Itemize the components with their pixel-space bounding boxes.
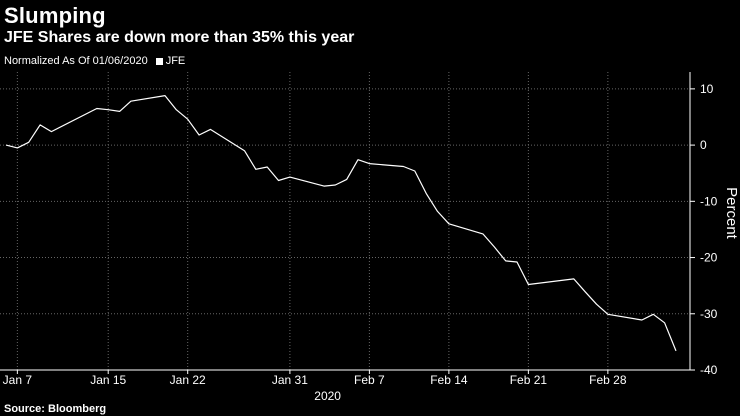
series xyxy=(5,95,677,352)
y-tick-label: -30 xyxy=(700,307,718,321)
y-tick-label: 10 xyxy=(700,82,714,96)
x-tick-label: Feb 21 xyxy=(510,373,548,387)
y-tick-label: -10 xyxy=(700,194,718,208)
legend-label: JFE xyxy=(165,55,186,67)
normalized-note: Normalized As Of 01/06/2020 xyxy=(4,55,148,67)
axes: 10 0 -10 -20 -30 -40 Jan 7 Jan 15 Jan 22 Jan 31 Fe… xyxy=(0,72,718,387)
series-line-jfe xyxy=(5,95,677,352)
x-tick-label: Feb 7 xyxy=(354,373,385,387)
y-axis-label: Percent xyxy=(723,187,740,240)
x-tick-label: Jan 31 xyxy=(272,373,308,387)
x-axis-year-label: 2020 xyxy=(314,389,341,403)
y-tick-label: -20 xyxy=(700,251,718,265)
chart-subtitle: JFE Shares are down more than 35% this y… xyxy=(4,29,355,46)
y-tick-label: -40 xyxy=(700,363,718,377)
legend-swatch xyxy=(155,57,163,65)
x-tick-label: Jan 15 xyxy=(90,373,126,387)
legend: Normalized As Of 01/06/2020 JFE xyxy=(4,55,185,67)
source-note: Source: Bloomberg xyxy=(4,403,107,415)
x-tick-label: Feb 28 xyxy=(589,373,627,387)
chart-title: Slumping xyxy=(4,3,106,28)
grid xyxy=(0,72,690,371)
x-tick-label: Jan 22 xyxy=(170,373,206,387)
y-tick-label: 0 xyxy=(700,138,707,152)
x-tick-label: Feb 14 xyxy=(430,373,468,387)
legend-item-jfe: JFE xyxy=(155,55,186,67)
x-tick-label: Jan 7 xyxy=(3,373,33,387)
